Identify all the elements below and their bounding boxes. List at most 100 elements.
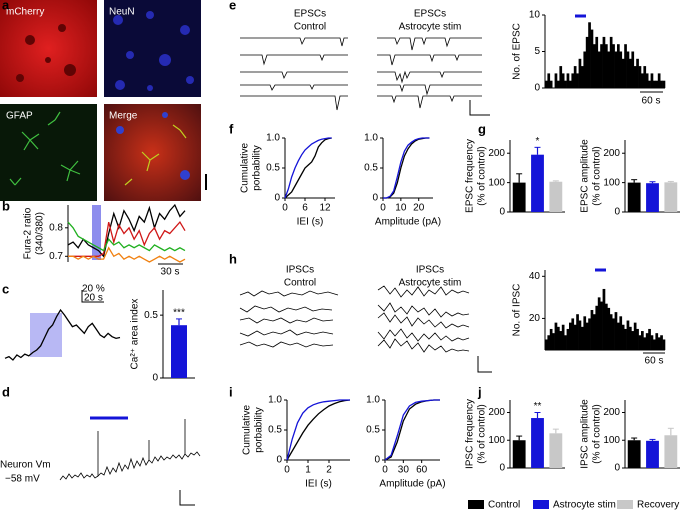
bar	[627, 182, 641, 212]
bar	[512, 440, 526, 468]
line	[67, 203, 186, 258]
bar	[512, 182, 526, 212]
legend-swatch	[468, 500, 484, 509]
x-tick-label: 20	[413, 203, 425, 214]
histogram-bar	[588, 22, 591, 88]
y-tick-label: 200	[488, 407, 505, 418]
line	[67, 221, 186, 252]
y-tick-label: 0	[499, 207, 505, 218]
scale-label: 20 s	[84, 293, 103, 304]
line	[4, 308, 121, 361]
histogram-bar	[662, 339, 666, 350]
y-axis-label: Ca²⁺ area index	[130, 299, 141, 370]
line	[384, 399, 440, 461]
histogram-bar	[545, 339, 548, 350]
scale-label: 60 s	[642, 96, 661, 107]
histogram-bar	[624, 44, 627, 88]
y-tick-label: 100	[603, 177, 620, 188]
histogram-bar	[571, 73, 575, 88]
y-axis-label: IPSC frequency	[465, 399, 476, 469]
legend-swatch	[533, 500, 549, 509]
x-tick-label: 10	[395, 203, 407, 214]
legend-label: Control	[488, 500, 520, 511]
legend-label: Astrocyte stim	[553, 500, 616, 511]
histogram-bar	[641, 331, 644, 350]
x-tick-label: 6	[302, 203, 308, 214]
histogram-bar	[593, 314, 596, 350]
y-tick-label: 0.5	[144, 310, 158, 321]
y-tick-label: 0.5	[364, 163, 378, 174]
histogram-bar	[600, 301, 603, 350]
histogram-bar	[643, 337, 647, 350]
y-axis-label: porbability	[252, 145, 263, 191]
line	[284, 137, 332, 199]
y-tick-label: 1.0	[266, 133, 280, 144]
histogram-bar	[617, 44, 620, 88]
line	[68, 221, 186, 257]
texture	[9, 111, 81, 186]
y-tick-label: 1.0	[364, 133, 378, 144]
histogram-bar	[559, 66, 563, 88]
significance: ***	[173, 308, 185, 319]
trace-label: Neuron Vm	[0, 460, 51, 471]
y-axis-label: EPSC amplitude	[580, 139, 591, 213]
bar	[549, 181, 563, 212]
x-tick-label: 60	[416, 465, 428, 476]
image-label: Merge	[109, 111, 138, 122]
histogram-bar	[547, 335, 551, 350]
y-tick-label: 5	[534, 46, 540, 57]
line	[286, 399, 350, 461]
histogram-bar	[607, 51, 611, 88]
bar	[549, 433, 563, 468]
texture	[113, 11, 194, 91]
texture	[16, 24, 76, 82]
histogram-bar	[578, 58, 582, 88]
bar	[664, 435, 678, 468]
histogram-bar	[590, 310, 594, 350]
y-tick-label: 0	[372, 193, 378, 204]
histogram-bar	[557, 80, 560, 88]
histogram-bar	[581, 66, 584, 88]
x-tick-label: 0	[284, 465, 290, 476]
histogram-bar	[595, 305, 599, 350]
x-axis-label: IEI (s)	[297, 217, 324, 228]
x-tick-label: 2	[326, 465, 332, 476]
scale-label: 30 s	[161, 267, 180, 278]
scale-label: 20 %	[82, 284, 105, 295]
histogram-bar	[566, 73, 570, 88]
histogram-bar	[585, 322, 589, 350]
y-tick-label: 100	[488, 177, 505, 188]
histogram-bar	[609, 314, 613, 350]
panel-label: f	[229, 121, 234, 136]
histogram-bar	[631, 331, 635, 350]
scale-bar	[179, 490, 195, 506]
histogram-bar	[602, 288, 606, 350]
y-tick-label: 0.5	[266, 163, 280, 174]
histogram-bar	[552, 333, 555, 350]
y-tick-label: 0	[274, 193, 280, 204]
y-tick-label: 0	[534, 83, 540, 94]
histogram-bar	[662, 80, 666, 88]
histogram-bar	[576, 314, 579, 350]
y-axis-label: Cumulative	[240, 143, 251, 193]
histogram-bar	[612, 44, 615, 88]
histogram-bar	[626, 51, 630, 88]
y-axis-label: Cumulative	[242, 405, 253, 455]
y-tick-label: 100	[488, 435, 505, 446]
scale-label: 60 s	[645, 356, 664, 367]
histogram-bar	[593, 44, 596, 88]
histogram-bar	[597, 297, 601, 350]
histogram-bar	[645, 333, 649, 350]
y-axis-label: porbability	[254, 407, 265, 453]
histogram-bar	[612, 318, 615, 350]
histogram-bar	[573, 324, 577, 350]
panel-label: g	[478, 121, 486, 136]
line	[68, 246, 186, 263]
histogram-bar	[619, 51, 623, 88]
histogram-bar	[545, 80, 548, 88]
histogram-bar	[638, 335, 642, 350]
histogram-bar	[609, 36, 613, 88]
image-label: NeuN	[109, 7, 135, 18]
y-axis-label: (340/380)	[35, 212, 46, 255]
line	[286, 399, 351, 461]
